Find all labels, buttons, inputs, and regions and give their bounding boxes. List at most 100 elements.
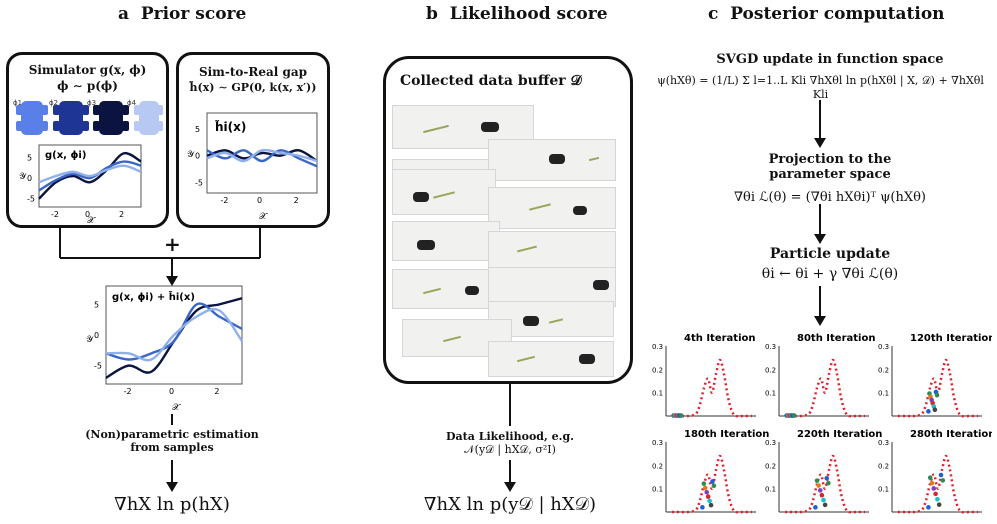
projection-title-1: Projection to the (768, 152, 892, 167)
data-photo (392, 269, 496, 309)
particle-point (822, 502, 828, 508)
y-tick-label: 0.2 (652, 366, 663, 374)
data-likelihood-line-1: Data Likelihood, e.g. (446, 430, 574, 443)
y-tick-label: 0.3 (765, 439, 776, 447)
x-tick-label: -2 (124, 387, 132, 396)
estimation-text: (Non)parametric estimation from samples (72, 428, 272, 454)
series-line-ϕ-light (38, 164, 142, 184)
y-tick-label: 0.3 (652, 343, 663, 351)
x-axis-symbol: 𝒳 (259, 212, 268, 222)
data-buffer-box: Collected data buffer 𝒟 (383, 56, 633, 384)
y-tick-label: 0.3 (652, 439, 663, 447)
projection-title: Projection to the parameter space (690, 152, 970, 182)
particle-title: Particle update (769, 246, 891, 262)
particle-point (940, 478, 946, 483)
data-photo (392, 221, 500, 261)
simulator-title: Simulator g(x, ϕ) (28, 63, 147, 77)
target-density (898, 454, 979, 514)
series-line-h-dark (206, 149, 318, 163)
particle-point (701, 481, 707, 486)
particle-point (700, 505, 705, 510)
data-photo (488, 187, 616, 229)
series-line-s-light (105, 307, 243, 362)
particle-formula: θi ← θi + γ ∇θi ℒ(θ) (761, 266, 899, 282)
y-tick-label: 0.2 (878, 462, 889, 470)
particle-point (710, 479, 715, 484)
plus-sign: + (164, 232, 181, 256)
y-tick-label: 0.3 (765, 343, 776, 351)
y-tick-label: 0.1 (878, 486, 889, 494)
y-tick-label: 0.2 (765, 366, 776, 374)
svgd-title: SVGD update in function space (716, 52, 944, 67)
data-likelihood-text: Data Likelihood, e.g. 𝒩(y𝒟 | hX𝒟, σ²I) (400, 430, 620, 457)
series-line-h-mid (206, 149, 318, 168)
gap-formula: h̃(x) ∼ GP(0, k(x, x′)) (189, 81, 317, 94)
x-tick-label: 2 (294, 196, 299, 205)
y-tick-label: 0 (195, 152, 200, 161)
iteration-title: 280th Iteration (910, 429, 992, 440)
series-line-s-mid (105, 302, 243, 361)
data-photo (488, 341, 614, 377)
phi-label-2: ϕ2 (49, 99, 58, 107)
y-tick-label: 5 (27, 153, 32, 162)
phi-label-4: ϕ4 (127, 99, 137, 107)
car-icons: ϕ1 ϕ2 ϕ3 ϕ4 (13, 99, 163, 135)
likelihood-connectors (504, 384, 516, 492)
particle-point (702, 485, 708, 491)
y-tick-label: 0.3 (878, 343, 889, 351)
y-tick-label: 0 (27, 174, 32, 183)
sim-plot-label: g(x, ϕi) (45, 150, 86, 161)
iteration-panel: 180th Iteration 0.1 0.2 0.3 (652, 429, 769, 514)
iteration-title: 80th Iteration (797, 333, 875, 344)
simulator-box: Simulator g(x, ϕ) ϕ ∼ p(ϕ) ϕ1 ϕ2 ϕ3 ϕ4 g… (6, 52, 169, 228)
projection-formula: ∇θi ℒ(θ) = (∇θi hXθi)ᵀ ψ(hXθ) (733, 190, 927, 205)
particle-point (932, 407, 938, 413)
y-tick-label: -5 (27, 195, 35, 204)
y-tick-label: 0 (94, 331, 99, 340)
buffer-title: Collected data buffer 𝒟 (400, 73, 582, 89)
x-tick-label: 0 (169, 387, 174, 396)
iteration-title: 4th Iteration (684, 333, 756, 344)
data-photo (392, 169, 496, 215)
y-tick-label: 0.1 (652, 390, 663, 398)
section-a-title: a Prior score (118, 4, 247, 24)
iteration-title: 220th Iteration (797, 429, 882, 440)
x-tick-label: -2 (220, 196, 228, 205)
prior-score: ∇hX ln p(hX) (114, 494, 230, 515)
particle-point (824, 475, 830, 481)
target-density (897, 358, 978, 418)
estimation-line-2: from samples (130, 441, 214, 454)
particle-point (705, 494, 711, 499)
y-tick-label: 0.2 (765, 462, 776, 470)
data-likelihood-line-2: 𝒩(y𝒟 | hX𝒟, σ²I) (464, 443, 556, 456)
prior-connectors (59, 228, 261, 492)
y-tick-label: 5 (195, 125, 200, 134)
particle-point (816, 483, 821, 488)
car-icon-4 (134, 101, 163, 135)
particle-point (711, 483, 717, 489)
estimation-line-1: (Non)parametric estimation (85, 428, 259, 441)
y-axis-symbol: 𝒴 (187, 150, 195, 160)
y-tick-label: 0.2 (652, 462, 663, 470)
iteration-title: 180th Iteration (684, 429, 769, 440)
section-c-title: c Posterior computation (708, 4, 945, 24)
x-tick-label: 0 (85, 210, 90, 219)
iteration-panel: 280th Iteration 0.1 0.2 0.3 (878, 429, 995, 514)
particle-point (933, 491, 938, 497)
car-icon-1 (16, 101, 48, 135)
data-photo (488, 231, 616, 269)
particle-point (929, 480, 935, 486)
particle-point (813, 505, 818, 510)
series-line-ϕ-dark (38, 151, 142, 200)
particle-point (931, 486, 937, 491)
y-tick-label: 0.1 (765, 486, 776, 494)
y-tick-label: 0.3 (878, 439, 889, 447)
y-tick-label: -5 (94, 362, 102, 371)
particle-point (935, 496, 940, 502)
y-axis-symbol: 𝒴 (86, 335, 94, 345)
phi-label-3: ϕ3 (87, 99, 96, 107)
particle-point (708, 502, 714, 508)
series-line-h-light (206, 148, 318, 163)
gap-plot-label: h̃i(x) (214, 120, 246, 134)
target-density (672, 454, 753, 514)
